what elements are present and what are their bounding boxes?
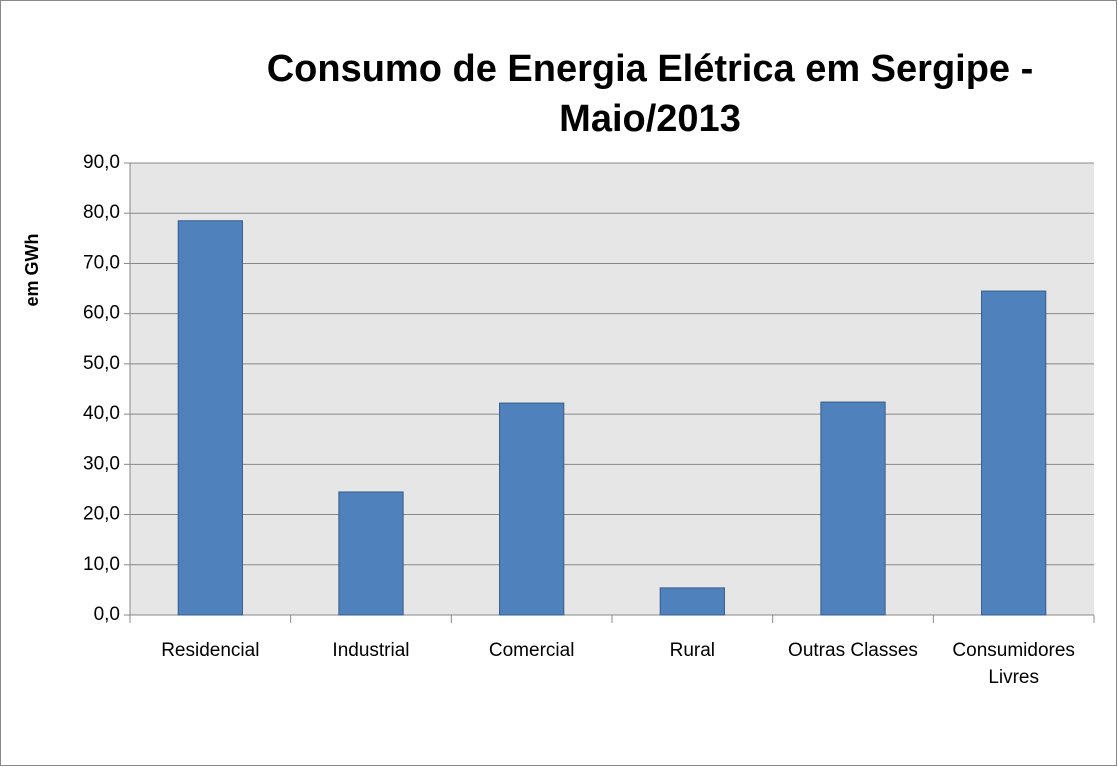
bar [659, 587, 725, 616]
y-tick-label: 30,0 [83, 453, 120, 474]
bar [177, 220, 243, 616]
y-tick-label: 0,0 [94, 604, 120, 625]
y-tick-label: 80,0 [83, 202, 120, 223]
x-tick-label: Consumidores Livres [952, 640, 1075, 688]
chart-title: Consumo de Energia Elétrica em Sergipe -… [266, 48, 1034, 140]
x-tick-label: Comercial [488, 640, 575, 661]
x-tick-label: Rural [669, 640, 716, 661]
x-tick-label: Outras Classes [788, 640, 918, 661]
y-tick-label: 60,0 [83, 303, 120, 324]
y-tick-label: 70,0 [83, 252, 120, 273]
x-tick-label: Residencial [161, 640, 260, 661]
plot-area [130, 163, 1094, 615]
bar [499, 402, 565, 616]
bar [981, 290, 1047, 616]
y-tick-label: 20,0 [83, 504, 120, 525]
y-tick-label: 50,0 [83, 353, 120, 374]
bar [338, 491, 404, 616]
bar [820, 401, 886, 616]
y-tick-label: 40,0 [83, 403, 120, 424]
y-axis-label: em GWh [22, 233, 42, 306]
y-tick-label: 10,0 [83, 554, 120, 575]
y-tick-label: 90,0 [83, 152, 120, 173]
x-tick-label: Industrial [332, 640, 410, 661]
